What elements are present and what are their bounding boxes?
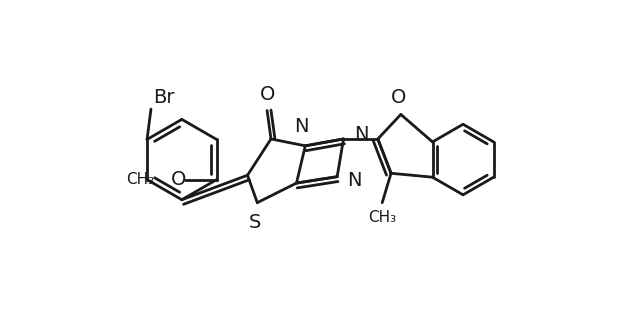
Text: N: N [355,124,369,144]
Text: N: N [294,117,308,136]
Text: N: N [347,171,362,190]
Text: S: S [249,214,261,232]
Text: O: O [390,88,406,107]
Text: CH₃: CH₃ [368,210,396,225]
Text: Br: Br [153,87,175,107]
Text: O: O [259,85,275,104]
Text: O: O [170,170,186,189]
Text: CH₃: CH₃ [126,172,154,187]
